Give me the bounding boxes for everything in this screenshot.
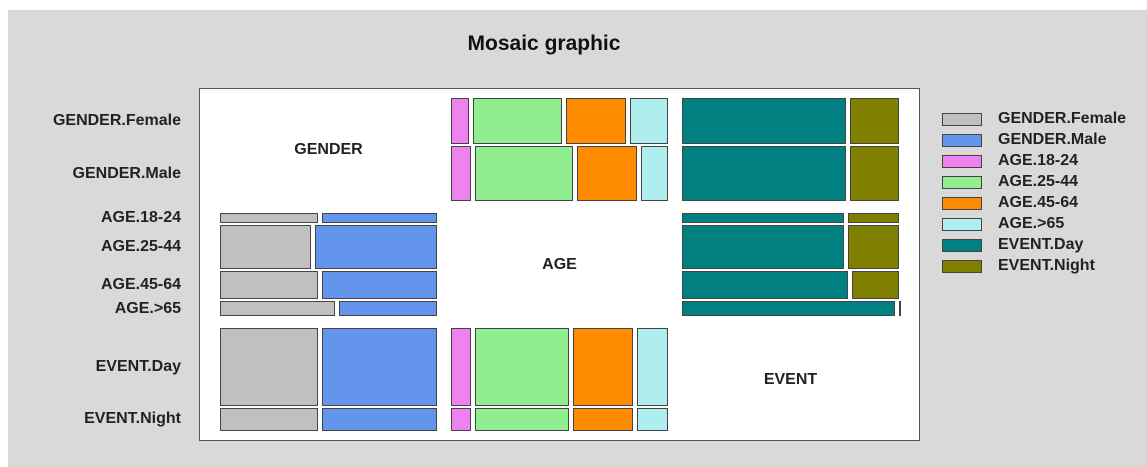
legend-label: GENDER.Female <box>998 110 1127 127</box>
tile-event-day-age-65 <box>636 328 668 406</box>
tile-gender-female-event-day <box>682 98 846 145</box>
tile-gender-female-age-25-44 <box>473 98 562 145</box>
legend-label: AGE.45-64 <box>998 194 1079 211</box>
tile-age-65-gender-female <box>220 301 336 316</box>
tile-age-45-64-event-night <box>852 270 899 300</box>
tile-age-25-44-event-day <box>682 224 844 269</box>
legend-label: AGE.25-44 <box>998 173 1079 190</box>
tile-age-18-24-gender-female <box>220 213 318 223</box>
tile-event-day-age-45-64 <box>572 328 633 406</box>
tile-gender-female-age-65 <box>630 98 668 145</box>
tile-age-45-64-gender-female <box>220 270 318 300</box>
chart-title: Mosaic graphic <box>467 32 621 55</box>
legend-swatch <box>942 197 982 210</box>
row-label-event-day: EVENT.Day <box>95 357 181 375</box>
tile-gender-male-event-day <box>682 146 846 201</box>
legend-label: EVENT.Day <box>998 236 1084 253</box>
legend-swatch <box>942 155 982 168</box>
tile-age-18-24-gender-male <box>321 213 437 223</box>
row-label-age-45-64: AGE.45-64 <box>100 275 181 293</box>
tile-event-day-gender-male <box>321 328 437 406</box>
legend-label: EVENT.Night <box>998 257 1095 274</box>
tile-gender-male-event-night <box>849 146 899 201</box>
legend-label: AGE.18-24 <box>998 152 1079 169</box>
legend-swatch <box>942 134 982 147</box>
diagonal-label-gender: GENDER <box>294 140 363 158</box>
tile-age-18-24-event-day <box>682 213 844 223</box>
row-label-age-65: AGE.>65 <box>114 299 181 317</box>
legend-swatch <box>942 218 982 231</box>
tile-gender-male-age-25-44 <box>475 146 573 201</box>
legend-label: GENDER.Male <box>998 131 1107 148</box>
legend-swatch <box>942 113 982 126</box>
legend-swatch <box>942 260 982 273</box>
legend-swatch <box>942 239 982 252</box>
tile-event-night-age-45-64 <box>572 407 633 431</box>
tile-event-night-age-18-24 <box>451 407 472 431</box>
tile-age-25-44-gender-male <box>315 224 437 269</box>
tile-gender-male-age-65 <box>641 146 668 201</box>
tile-age-25-44-event-night <box>847 224 899 269</box>
legend-label: AGE.>65 <box>998 215 1065 232</box>
tile-age-65-gender-male <box>339 301 437 316</box>
mosaic-plot: GENDER AGE EVENT <box>199 88 920 441</box>
tile-age-65-event-day <box>682 301 895 316</box>
tile-event-day-gender-female <box>220 328 318 406</box>
tile-event-day-age-25-44 <box>475 328 569 406</box>
row-label-age-25-44: AGE.25-44 <box>100 237 181 255</box>
row-label-gender-female: GENDER.Female <box>52 112 181 130</box>
tile-event-night-age-65 <box>636 407 668 431</box>
tile-gender-male-age-18-24 <box>451 146 472 201</box>
tile-age-65-event-night <box>898 301 901 316</box>
tile-age-45-64-event-day <box>682 270 849 300</box>
tile-age-45-64-gender-male <box>321 270 437 300</box>
tile-age-18-24-event-night <box>847 213 899 223</box>
row-label-age-18-24: AGE.18-24 <box>100 208 181 226</box>
diagonal-label-event: EVENT <box>763 370 818 388</box>
tile-event-night-gender-male <box>321 407 437 431</box>
tile-event-night-age-25-44 <box>475 407 569 431</box>
row-label-event-night: EVENT.Night <box>84 410 181 428</box>
tile-event-day-age-18-24 <box>451 328 472 406</box>
row-label-gender-male: GENDER.Male <box>72 164 181 182</box>
tile-event-night-gender-female <box>220 407 318 431</box>
legend-swatch <box>942 176 982 189</box>
tile-age-25-44-gender-female <box>220 224 312 269</box>
tile-gender-female-event-night <box>849 98 899 145</box>
diagonal-label-age: AGE <box>542 255 577 273</box>
tile-gender-female-age-45-64 <box>565 98 626 145</box>
tile-gender-female-age-18-24 <box>451 98 470 145</box>
tile-gender-male-age-45-64 <box>576 146 638 201</box>
